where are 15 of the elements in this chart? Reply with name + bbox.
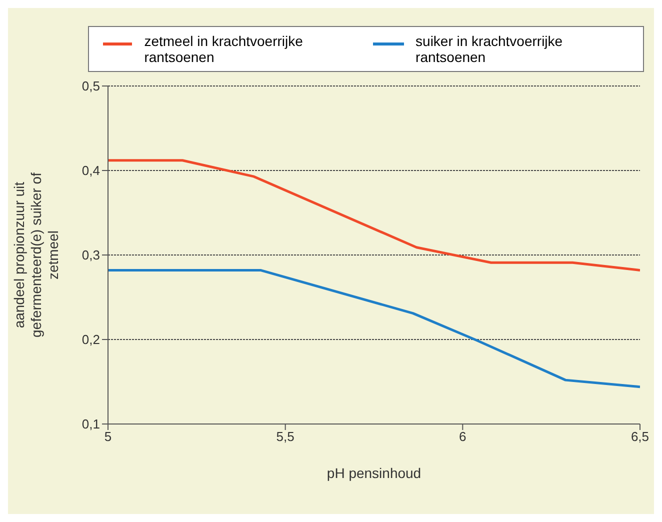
y-tick-label: 0,3 — [82, 248, 100, 263]
y-tick-label: 0,4 — [82, 163, 100, 178]
y-tick-label: 0,5 — [82, 78, 100, 94]
x-tick-label: 5,5 — [276, 429, 294, 444]
y-tick-label: 0,1 — [82, 416, 100, 432]
x-tick-label: 5 — [104, 429, 112, 444]
legend-label: suiker in krachtvoerrijke rantsoenen — [416, 33, 564, 65]
x-tick-label: 6 — [459, 429, 466, 444]
line-series — [108, 159, 640, 272]
y-tick-label: 0,2 — [82, 332, 100, 348]
legend-label: zetmeel in krachtvoerrijke rantsoenen — [144, 33, 304, 65]
line-series — [108, 268, 640, 388]
x-axis-title: pH pensinhoud — [326, 465, 422, 481]
x-tick-label: 6,5 — [630, 429, 650, 444]
y-axis-title: aandeel propionzuur uit gefermenteerd(e) suiker of zetmeel — [11, 172, 61, 338]
